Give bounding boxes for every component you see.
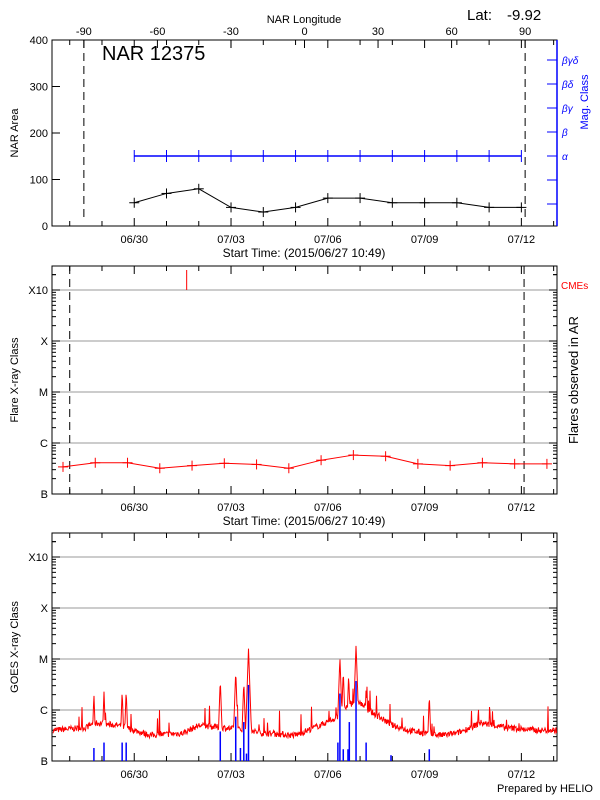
x-tick-label: 06/30 bbox=[120, 234, 148, 246]
plot-frame bbox=[51, 265, 558, 495]
x-tick-label: 07/06 bbox=[314, 502, 342, 514]
y-tick-label: X bbox=[41, 603, 49, 615]
lat-value: -9.92 bbox=[507, 7, 541, 24]
right-axis-title: Flares observed in AR bbox=[566, 316, 581, 444]
x-tick-label: 07/06 bbox=[314, 769, 342, 781]
x-tick-label: 07/09 bbox=[411, 769, 439, 781]
longitude-tick-label: -30 bbox=[223, 26, 239, 38]
x-tick-label: 07/09 bbox=[411, 502, 439, 514]
y-tick-label: X10 bbox=[28, 552, 48, 564]
flare-line bbox=[62, 454, 547, 469]
y-tick-label: C bbox=[40, 705, 48, 717]
lat-label: Lat: bbox=[467, 7, 492, 24]
y-tick-label: X bbox=[41, 336, 49, 348]
y-tick-label: M bbox=[39, 654, 48, 666]
y-tick-label: 0 bbox=[42, 221, 48, 233]
longitude-tick-label: 60 bbox=[445, 26, 457, 38]
y-tick-label: B bbox=[41, 756, 48, 768]
x-tick-label: 07/09 bbox=[411, 234, 439, 246]
goes-xray-panel: 06/30 07/03 07/06 07/09 07/12 B C M X X10 GOES X-r… bbox=[9, 532, 558, 781]
cme-legend-label: CMEs bbox=[561, 281, 588, 292]
y-axis-title: NAR Area bbox=[9, 108, 21, 158]
y-tick-label: 400 bbox=[30, 35, 48, 47]
x-tick-label: 07/12 bbox=[508, 769, 536, 781]
longitude-axis-title: NAR Longitude bbox=[267, 14, 342, 26]
goes-long-channel-line bbox=[52, 645, 557, 740]
y-axis-title: Flare X-ray Class bbox=[9, 337, 21, 422]
y-axis-title: GOES X-ray Class bbox=[9, 601, 21, 693]
mag-tick-label: βγδ bbox=[561, 56, 579, 67]
plot-frame bbox=[51, 39, 558, 227]
y-tick-label: X10 bbox=[28, 285, 48, 297]
mag-tick-label: β bbox=[561, 128, 568, 139]
y-tick-label: 200 bbox=[30, 128, 48, 140]
plot-frame bbox=[51, 532, 558, 762]
mag-axis-title: Mag. Class bbox=[579, 74, 591, 130]
x-tick-label: 07/06 bbox=[314, 234, 342, 246]
mag-tick-label: α bbox=[562, 152, 568, 163]
x-tick-label: 07/12 bbox=[508, 502, 536, 514]
y-tick-label: M bbox=[39, 387, 48, 399]
y-tick-label: B bbox=[41, 489, 48, 501]
y-tick-label: C bbox=[40, 438, 48, 450]
x-tick-label: 07/12 bbox=[508, 234, 536, 246]
longitude-tick-label: 30 bbox=[372, 26, 384, 38]
longitude-tick-label: 0 bbox=[301, 26, 307, 38]
flare-class-panel: 06/30 07/03 07/06 07/09 07/12 B C M X X10 Flare X-… bbox=[9, 265, 588, 528]
y-tick-label: 100 bbox=[30, 175, 48, 187]
x-axis-title: Start Time: (2015/06/27 10:49) bbox=[223, 246, 386, 260]
x-tick-label: 06/30 bbox=[120, 502, 148, 514]
x-tick-label: 07/03 bbox=[217, 502, 245, 514]
longitude-tick-label: 90 bbox=[519, 26, 531, 38]
longitude-tick-label: -60 bbox=[149, 26, 165, 38]
x-tick-label: 07/03 bbox=[217, 234, 245, 246]
footer-credit: Prepared by HELIO bbox=[497, 783, 593, 795]
mag-tick-label: βδ bbox=[561, 80, 574, 91]
mag-tick-label: βγ bbox=[561, 104, 574, 115]
nar-area-panel: 06/30 07/03 07/06 07/09 07/120100200300400NA… bbox=[9, 14, 591, 260]
longitude-tick-label: -90 bbox=[76, 26, 92, 38]
x-axis-title: Start Time: (2015/06/27 10:49) bbox=[223, 514, 386, 528]
region-title: NAR 12375 bbox=[102, 43, 205, 65]
x-tick-label: 07/03 bbox=[217, 769, 245, 781]
x-tick-label: 06/30 bbox=[120, 769, 148, 781]
y-tick-label: 300 bbox=[30, 82, 48, 94]
